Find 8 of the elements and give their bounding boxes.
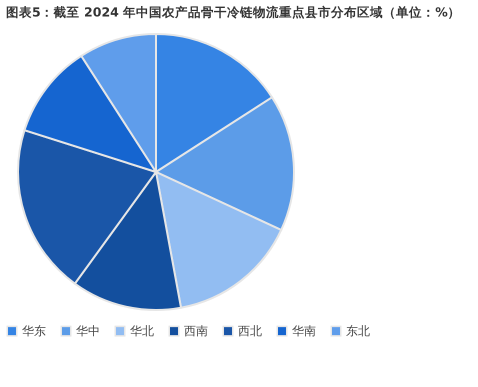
legend-label: 华南 — [292, 324, 316, 338]
legend-label: 西北 — [238, 324, 262, 338]
legend-label: 西南 — [184, 324, 208, 338]
legend-label: 华东 — [22, 324, 46, 338]
legend-label: 华中 — [76, 324, 100, 338]
chart-title: 图表5：截至 2024 年中国农产品骨干冷链物流重点县市分布区域（单位：%） — [6, 4, 461, 20]
legend-label: 华北 — [130, 324, 154, 338]
legend-label: 东北 — [346, 324, 370, 338]
